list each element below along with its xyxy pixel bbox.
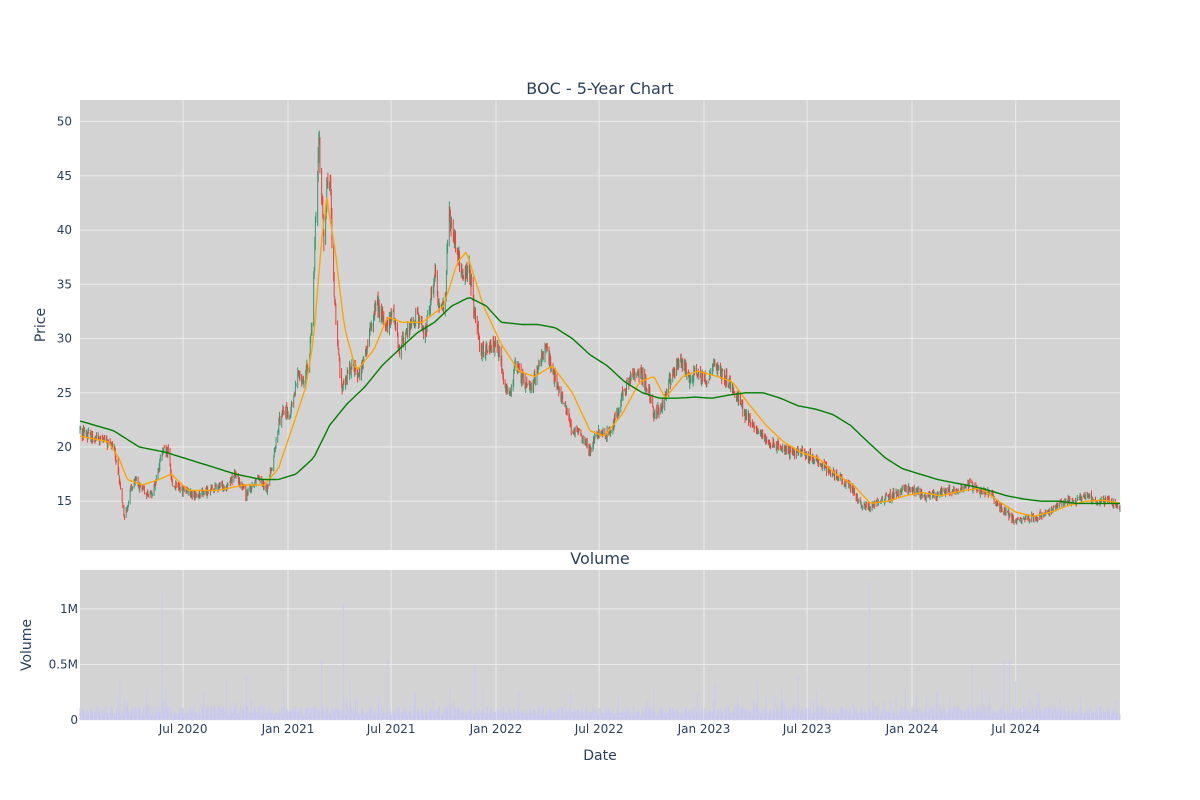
price-y-tick-label: 15: [57, 494, 72, 508]
moving-average-long-line: [79, 297, 1120, 505]
x-tick-label: Jul 2020: [158, 722, 208, 736]
price-y-tick-label: 30: [57, 332, 72, 346]
price-y-ticks: 15 20 25 30 35 40 45 50: [57, 115, 72, 509]
price-y-tick-label: 40: [57, 223, 72, 237]
volume-plot-area: [79, 581, 1121, 720]
volume-gridlines: [80, 570, 1120, 721]
price-gridlines: [80, 100, 1120, 550]
price-y-tick-label: 25: [57, 386, 72, 400]
volume-chart-title: Volume: [570, 549, 630, 568]
x-tick-label: Jan 2021: [261, 722, 315, 736]
x-tick-label: Jul 2021: [366, 722, 416, 736]
price-chart-title: BOC - 5-Year Chart: [526, 79, 673, 98]
x-tick-label: Jul 2024: [990, 722, 1040, 736]
volume-y-axis-title: Volume: [19, 619, 35, 671]
x-axis-title: Date: [583, 748, 616, 764]
volume-y-tick-label: 1M: [60, 602, 78, 616]
x-tick-label: Jan 2023: [677, 722, 731, 736]
x-tick-label: Jul 2023: [782, 722, 832, 736]
date-x-ticks: Jul 2020 Jan 2021 Jul 2021 Jan 2022 Jul 2022…: [158, 722, 1040, 736]
moving-average-short-line: [79, 197, 1121, 517]
price-y-tick-label: 35: [57, 277, 72, 291]
volume-y-tick-label: 0.5M: [49, 657, 78, 671]
price-plot-area: [79, 130, 1121, 525]
x-tick-label: Jul 2022: [574, 722, 624, 736]
price-y-tick-label: 45: [57, 169, 72, 183]
price-plot-background: [80, 100, 1120, 550]
price-y-tick-label: 20: [57, 440, 72, 454]
price-y-tick-label: 50: [57, 115, 72, 129]
x-tick-label: Jan 2022: [469, 722, 523, 736]
volume-y-ticks: 0 0.5M 1M: [49, 602, 78, 727]
volume-y-tick-label: 0: [70, 713, 78, 727]
volume-plot-background: [80, 570, 1120, 720]
price-y-axis-title: Price: [33, 308, 49, 342]
x-tick-label: Jan 2024: [885, 722, 939, 736]
